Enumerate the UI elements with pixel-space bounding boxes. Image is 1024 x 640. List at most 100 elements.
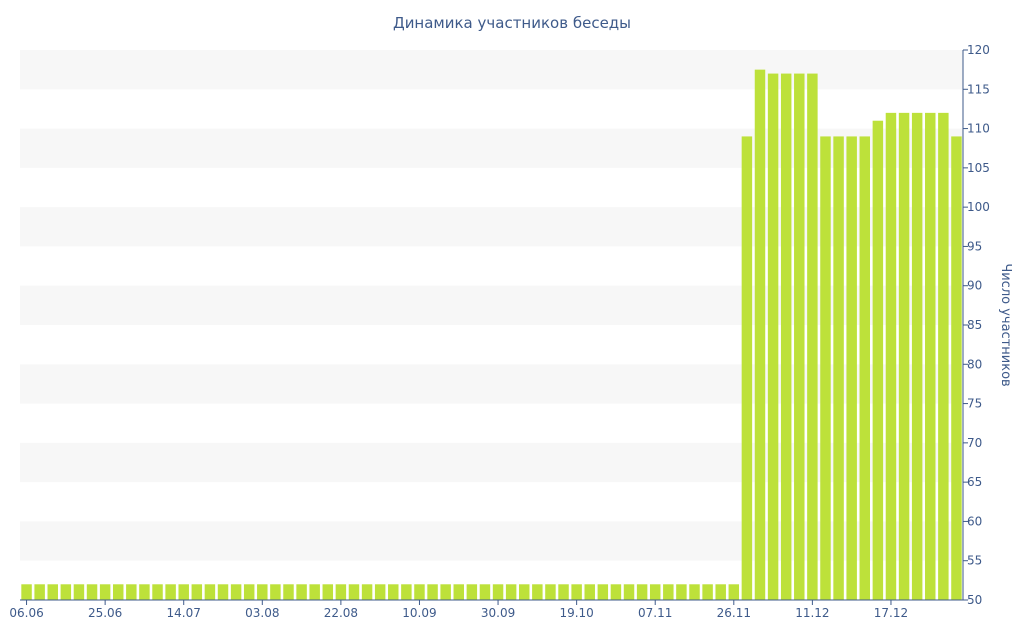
bar	[309, 584, 320, 600]
x-tick-label: 11.12	[795, 606, 829, 620]
bar	[479, 584, 491, 600]
bar	[257, 584, 268, 600]
bar	[296, 584, 307, 600]
bar	[846, 136, 857, 600]
bar	[898, 112, 910, 600]
y-tick-label: 90	[967, 279, 982, 293]
bar-series	[21, 69, 962, 601]
x-axis: 06.06 25.06 14.07 03.08 22.08 10.09 30.09 19.10…	[9, 599, 963, 620]
bar	[780, 73, 792, 601]
bar	[99, 584, 111, 600]
bar	[335, 584, 347, 600]
bar	[728, 584, 740, 600]
y-tick-label: 55	[967, 554, 982, 568]
y-tick-label: 105	[967, 161, 990, 175]
bar	[532, 584, 543, 600]
bar	[348, 584, 360, 600]
bar	[388, 584, 399, 600]
bar	[741, 136, 753, 600]
bar	[702, 584, 713, 600]
bar	[872, 120, 884, 600]
y-tick-label: 70	[967, 436, 982, 450]
bar	[715, 584, 726, 600]
x-tick-label: 25.06	[88, 606, 122, 620]
bar	[820, 136, 831, 600]
bar	[885, 112, 897, 600]
bar	[191, 584, 203, 600]
y-tick-label: 115	[967, 82, 990, 96]
bar	[112, 584, 124, 600]
bar	[925, 112, 936, 600]
bar	[571, 584, 582, 600]
bar	[204, 584, 216, 600]
bar	[938, 112, 949, 600]
bar	[833, 136, 844, 600]
bar	[178, 584, 189, 600]
bar	[859, 136, 871, 600]
grid-band	[20, 50, 963, 90]
x-tick-label: 10.09	[402, 606, 436, 620]
y-tick-label: 95	[967, 239, 982, 253]
bar	[440, 584, 451, 600]
y-tick-label: 85	[967, 318, 982, 332]
bar	[374, 584, 386, 600]
bar	[689, 584, 700, 600]
bar	[401, 584, 412, 600]
grid-band	[20, 207, 963, 247]
x-tick-label: 17.12	[874, 606, 908, 620]
bar	[152, 584, 163, 600]
bar	[34, 584, 45, 600]
bar	[754, 69, 766, 600]
bar	[649, 584, 661, 600]
bar	[139, 584, 150, 600]
y-axis: 50 55 60 65 70 75 80 85 90 95 100 105 110 115 120	[962, 43, 990, 607]
x-tick-label: 22.08	[324, 606, 358, 620]
grid-band	[20, 285, 963, 325]
grid-band	[20, 521, 963, 561]
chart-title: Динамика участников беседы	[393, 14, 631, 32]
bar	[597, 584, 609, 600]
bar	[73, 584, 85, 600]
bar	[794, 73, 805, 601]
x-tick-label: 07.11	[638, 606, 672, 620]
bar	[466, 584, 478, 600]
bar	[558, 584, 569, 600]
grid-band	[20, 364, 963, 404]
bar	[663, 584, 674, 600]
y-axis-label: Число участников	[998, 263, 1013, 386]
bar	[636, 584, 648, 600]
bar	[623, 584, 635, 600]
bar	[519, 584, 530, 600]
bar	[21, 584, 32, 600]
x-tick-label: 30.09	[481, 606, 515, 620]
y-tick-label: 65	[967, 475, 982, 489]
y-tick-label: 80	[967, 357, 982, 371]
bar	[951, 136, 962, 600]
y-tick-label: 75	[967, 397, 982, 411]
bar	[610, 584, 622, 600]
y-tick-label: 110	[967, 122, 990, 136]
y-tick-label: 60	[967, 514, 982, 528]
bar	[230, 584, 242, 600]
bar	[453, 584, 464, 600]
y-tick-label: 100	[967, 200, 990, 214]
grid-band	[20, 442, 963, 483]
bar	[86, 584, 98, 600]
bar	[361, 584, 373, 600]
bar	[545, 584, 556, 600]
bar	[911, 112, 923, 600]
bar	[270, 584, 281, 600]
bar	[414, 584, 425, 600]
bar	[322, 584, 334, 600]
x-tick-label: 14.07	[167, 606, 201, 620]
x-tick-label: 06.06	[9, 606, 43, 620]
bar	[217, 584, 229, 600]
bar	[584, 584, 595, 600]
x-tick-label: 03.08	[245, 606, 279, 620]
y-tick-label: 50	[967, 593, 982, 607]
bar	[767, 73, 779, 601]
grid-bands	[20, 50, 963, 561]
bar	[676, 584, 687, 600]
bar	[427, 584, 438, 600]
